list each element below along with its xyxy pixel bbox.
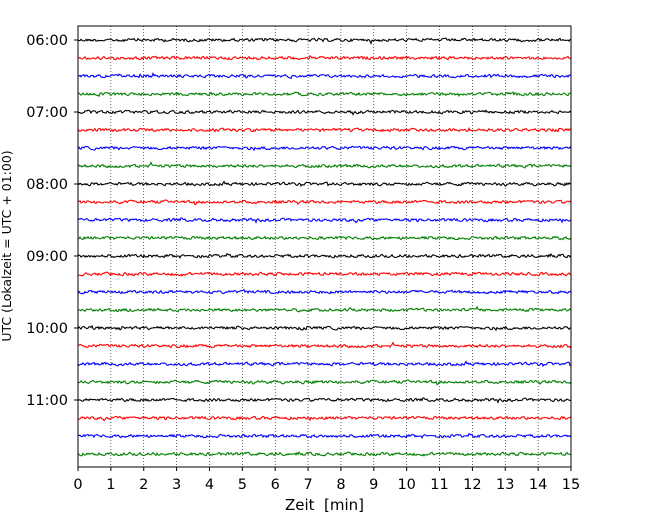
x-tick-label-5: 5 xyxy=(238,477,247,493)
trace-1130 xyxy=(77,432,572,440)
x-tick-label-4: 4 xyxy=(205,477,214,493)
trace-0915 xyxy=(77,271,572,277)
x-axis-ticks: 0 1 2 3 4 5 6 7 8 9 10 11 12 13 14 15 xyxy=(73,467,580,493)
trace-1000 xyxy=(77,324,572,332)
seismic-traces xyxy=(77,37,572,457)
trace-1100 xyxy=(77,397,572,404)
trace-1015 xyxy=(77,341,572,349)
trace-1115 xyxy=(77,415,572,422)
trace-0700 xyxy=(77,109,572,116)
y-tick-label-09:00: 09:00 xyxy=(26,249,68,265)
trace-1030 xyxy=(77,360,572,368)
trace-0815 xyxy=(77,199,572,206)
y-axis-title: UTC (Lokalzeit = UTC + 01:00) xyxy=(0,150,14,341)
y-tick-label-11:00: 11:00 xyxy=(26,393,68,409)
trace-0615 xyxy=(77,54,572,61)
trace-0745 xyxy=(77,161,572,169)
x-tick-label-8: 8 xyxy=(336,477,345,493)
trace-0715 xyxy=(77,126,572,133)
trace-0800 xyxy=(77,180,572,188)
x-tick-label-6: 6 xyxy=(271,477,280,493)
x-tick-label-1: 1 xyxy=(106,477,115,493)
trace-0730 xyxy=(77,145,572,152)
trace-0600 xyxy=(77,37,572,45)
trace-1045 xyxy=(77,379,572,386)
x-axis-title: Zeit [min] xyxy=(285,496,364,514)
y-axis-ticks: 06:00 07:00 08:00 09:00 10:00 11:00 xyxy=(26,33,78,409)
trace-0930 xyxy=(77,288,572,295)
x-tick-label-14: 14 xyxy=(529,477,547,493)
x-tick-label-15: 15 xyxy=(562,477,580,493)
trace-0645 xyxy=(77,91,572,98)
trace-0830 xyxy=(77,217,572,224)
x-tick-label-7: 7 xyxy=(303,477,312,493)
y-tick-label-07:00: 07:00 xyxy=(26,105,68,121)
x-tick-label-3: 3 xyxy=(172,477,181,493)
grid-lines xyxy=(110,26,539,467)
x-tick-label-13: 13 xyxy=(496,477,514,493)
x-tick-label-12: 12 xyxy=(463,477,481,493)
x-tick-label-0: 0 xyxy=(73,477,82,493)
trace-0900 xyxy=(77,252,572,260)
trace-0845 xyxy=(77,235,572,241)
plot-frame xyxy=(77,25,572,468)
y-tick-label-10:00: 10:00 xyxy=(26,321,68,337)
x-tick-label-11: 11 xyxy=(430,477,448,493)
trace-0945 xyxy=(77,305,572,313)
trace-0630 xyxy=(77,72,572,80)
trace-1145 xyxy=(77,450,572,457)
y-tick-label-08:00: 08:00 xyxy=(26,177,68,193)
y-tick-label-06:00: 06:00 xyxy=(26,33,68,49)
x-tick-label-10: 10 xyxy=(397,477,415,493)
x-tick-label-9: 9 xyxy=(369,477,378,493)
x-tick-label-2: 2 xyxy=(139,477,148,493)
